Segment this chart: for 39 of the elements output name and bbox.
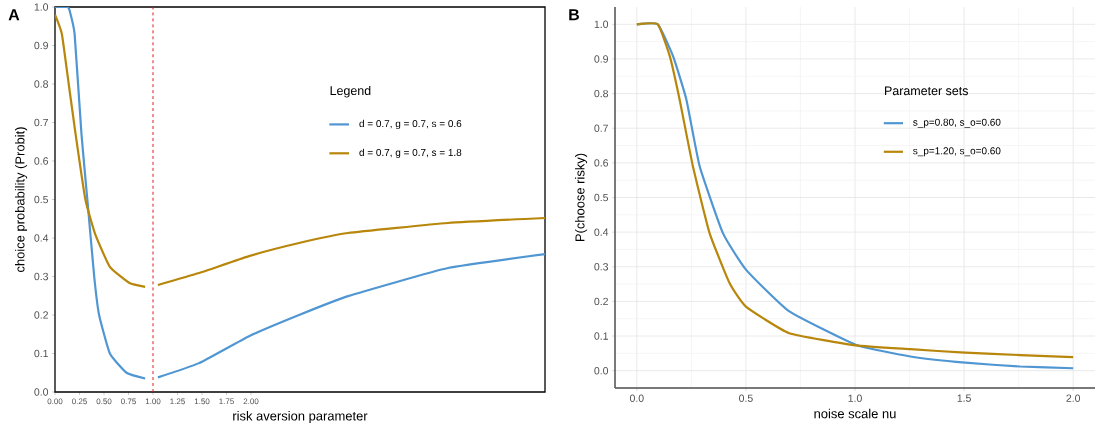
y-tick-label: 0.7 xyxy=(34,118,48,127)
y-tick-label: 0.0 xyxy=(594,366,609,375)
y-tick-label: 0.8 xyxy=(594,89,609,98)
x-tick-label: 0.5 xyxy=(739,394,753,402)
y-tick-label: 1.0 xyxy=(34,3,49,11)
y-tick-label: 0.2 xyxy=(34,311,48,319)
y-tick-label: 0.1 xyxy=(34,349,48,358)
y-tick-label: 0.6 xyxy=(594,159,609,167)
y-tick-label: 0.7 xyxy=(594,124,608,132)
x-tick-label: 0.0 xyxy=(629,394,644,402)
y-tick-label: 0.9 xyxy=(34,41,48,50)
legend-title: Legend xyxy=(330,85,371,98)
y-axis-title: P(choose risky) xyxy=(575,153,588,242)
y-tick-label: 0.1 xyxy=(594,332,608,340)
text: B xyxy=(569,9,579,21)
y-tick-label: 0.6 xyxy=(34,157,49,165)
y-tick-label: 0.3 xyxy=(34,272,49,281)
y-tick-label: 1.0 xyxy=(594,20,609,29)
y-axis-title: choice probability (Probit) xyxy=(15,127,28,273)
x-axis-title: risk aversion parameter xyxy=(233,411,368,424)
y-tick-label: 0.5 xyxy=(594,193,609,202)
y-tick-label: 0.4 xyxy=(34,234,49,242)
x-tick-label: 1.0 xyxy=(848,394,862,402)
x-axis-title: noise scale nu xyxy=(814,408,896,419)
y-tick-label: 0.5 xyxy=(34,195,49,204)
text: A xyxy=(8,9,20,21)
y-tick-label: 0.9 xyxy=(594,55,608,63)
y-tick-label: 0.0 xyxy=(34,388,49,396)
legend-label: d = 0.7, g = 0.7, s = 1.8 xyxy=(359,148,462,158)
y-tick-label: 0.3 xyxy=(594,263,609,271)
y-tick-label: 0.8 xyxy=(34,80,49,88)
x-tick-label: 2.0 xyxy=(1066,394,1081,402)
legend-label: d = 0.7, g = 0.7, s = 0.6 xyxy=(359,119,462,130)
legend-label: s_p=1.20, s_o=0.60 xyxy=(913,147,1001,157)
y-tick-label: 0.2 xyxy=(594,297,608,306)
x-tick-label: 1.5 xyxy=(957,394,971,402)
legend-label: s_p=0.80, s_o=0.60 xyxy=(913,118,1001,128)
legend-title: Parameter sets xyxy=(885,86,968,96)
y-tick-label: 0.4 xyxy=(594,228,609,236)
